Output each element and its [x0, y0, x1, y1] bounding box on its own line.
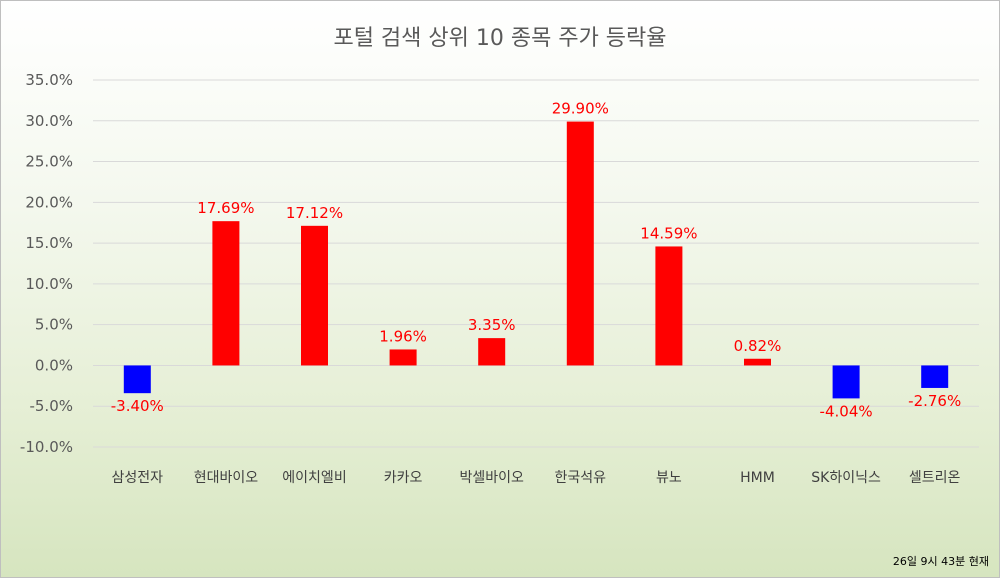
bar — [655, 246, 683, 366]
data-label: 29.90% — [552, 100, 609, 118]
x-category-label: 에이치엘비 — [282, 470, 346, 486]
x-category-label: HMM — [740, 470, 775, 486]
data-labels: -3.40% 17.69% 17.12% 1.96% 3.35% 29.90% 14.59%… — [111, 100, 961, 421]
y-tick-label: 30.0% — [25, 112, 73, 130]
bar — [301, 225, 328, 366]
y-tick-label: 20.0% — [25, 193, 73, 211]
bar — [832, 365, 860, 399]
bar — [212, 221, 240, 366]
bar — [566, 121, 594, 366]
x-category-label: 박셀바이오 — [459, 470, 524, 486]
y-tick-label: 15.0% — [25, 234, 73, 252]
x-category-label: 셀트리온 — [909, 470, 961, 486]
data-label: 3.35% — [468, 316, 516, 334]
data-label: 17.12% — [286, 204, 343, 222]
data-label: 14.59% — [640, 224, 697, 242]
bar — [478, 338, 506, 366]
gridlines — [93, 79, 979, 448]
bar — [123, 365, 151, 394]
x-category-label: SK하이닉스 — [811, 470, 881, 486]
y-tick-label: 10.0% — [25, 275, 73, 293]
timestamp-note: 26일 9시 43분 현재 — [892, 555, 989, 568]
y-tick-label: 5.0% — [35, 316, 73, 334]
data-label: -2.76% — [908, 392, 961, 410]
y-tick-label: -10.0% — [20, 438, 73, 456]
data-label: 0.82% — [734, 337, 782, 355]
y-tick-label: 25.0% — [25, 153, 73, 171]
x-category-label: 삼성전자 — [112, 470, 164, 486]
y-axis-ticks: 35.0% 30.0% 25.0% 20.0% 15.0% 10.0% 5.0% 0.0% -5… — [20, 71, 73, 456]
x-category-label: 카카오 — [384, 470, 423, 486]
data-label: -4.04% — [820, 402, 873, 420]
chart-title: 포털 검색 상위 10 종목 주가 등락율 — [333, 26, 666, 51]
y-tick-label: 0.0% — [35, 356, 73, 374]
bar — [389, 349, 417, 366]
y-tick-label: 35.0% — [25, 71, 73, 89]
bar — [921, 365, 949, 388]
y-tick-label: -5.0% — [29, 397, 73, 415]
x-category-label: 뷰노 — [656, 470, 682, 486]
x-category-label: 현대바이오 — [194, 470, 259, 486]
bars — [123, 121, 949, 399]
data-label: -3.40% — [111, 397, 164, 415]
x-axis-categories: 삼성전자 현대바이오 에이치엘비 카카오 박셀바이오 한국석유 뷰노 HMM SK하이닉스 셀트리… — [112, 470, 961, 486]
data-label: 1.96% — [379, 327, 427, 345]
data-label: 17.69% — [197, 199, 254, 217]
x-category-label: 한국석유 — [555, 470, 607, 486]
bar — [744, 358, 771, 366]
